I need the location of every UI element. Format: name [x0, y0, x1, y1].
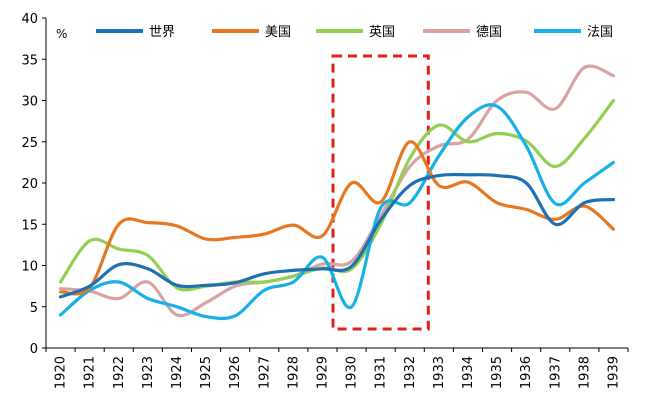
x-tick-label: 1924	[170, 356, 185, 389]
x-tick-label: 1925	[199, 356, 214, 389]
y-tick-label: 0	[30, 342, 38, 357]
chart-axes	[45, 18, 628, 349]
y-tick-label: 40	[21, 12, 38, 27]
x-tick-label: 1929	[315, 356, 330, 389]
y-axis-ticks: 0 5 10 15 20 25 30 35 40	[21, 12, 46, 357]
legend: 世界 美国 英国 德国 法国	[96, 25, 613, 40]
x-tick-label: 1921	[83, 356, 98, 389]
series-line-英国	[58, 98, 616, 292]
x-tick-label: 1935	[490, 356, 505, 389]
legend-label: 法国	[587, 25, 613, 40]
series-line-法国	[58, 103, 616, 321]
y-tick-label: 35	[21, 53, 38, 68]
y-tick-label: 25	[21, 136, 38, 151]
y-tick-label: 5	[30, 301, 38, 316]
x-tick-label: 1930	[345, 356, 360, 389]
x-tick-label: 1931	[374, 356, 389, 389]
y-tick-label: 15	[21, 218, 38, 233]
x-tick-label: 1933	[432, 356, 447, 389]
highlight-box	[331, 54, 430, 331]
y-tick-label: 20	[21, 177, 38, 192]
y-tick-label: 10	[21, 260, 38, 275]
x-tick-label: 1928	[286, 356, 301, 389]
x-tick-label: 1920	[54, 356, 69, 389]
legend-label: 美国	[265, 25, 291, 40]
x-tick-label: 1939	[606, 356, 621, 389]
y-unit-label: %	[56, 27, 67, 41]
x-tick-label: 1927	[257, 356, 272, 389]
x-axis-ticks: 1920 1921 1922 1923 1924 1925 1926 1927 1928 1929…	[45, 348, 629, 389]
x-tick-label: 1926	[228, 356, 243, 389]
series-line-世界	[58, 172, 616, 299]
x-tick-label: 1934	[461, 356, 476, 389]
x-tick-label: 1937	[548, 356, 563, 389]
legend-label: 世界	[149, 25, 175, 40]
series-lines	[58, 64, 616, 321]
x-tick-label: 1922	[112, 356, 127, 389]
y-tick-label: 30	[21, 95, 38, 110]
series-line-德国	[58, 64, 616, 318]
x-tick-label: 1938	[577, 356, 592, 389]
x-tick-label: 1936	[519, 356, 534, 389]
legend-label: 德国	[476, 25, 502, 40]
legend-label: 英国	[369, 25, 395, 40]
dashed-highlight-rect	[331, 54, 430, 331]
series-line-美国	[58, 140, 616, 296]
x-tick-label: 1932	[403, 356, 418, 389]
x-tick-label: 1923	[141, 356, 156, 389]
